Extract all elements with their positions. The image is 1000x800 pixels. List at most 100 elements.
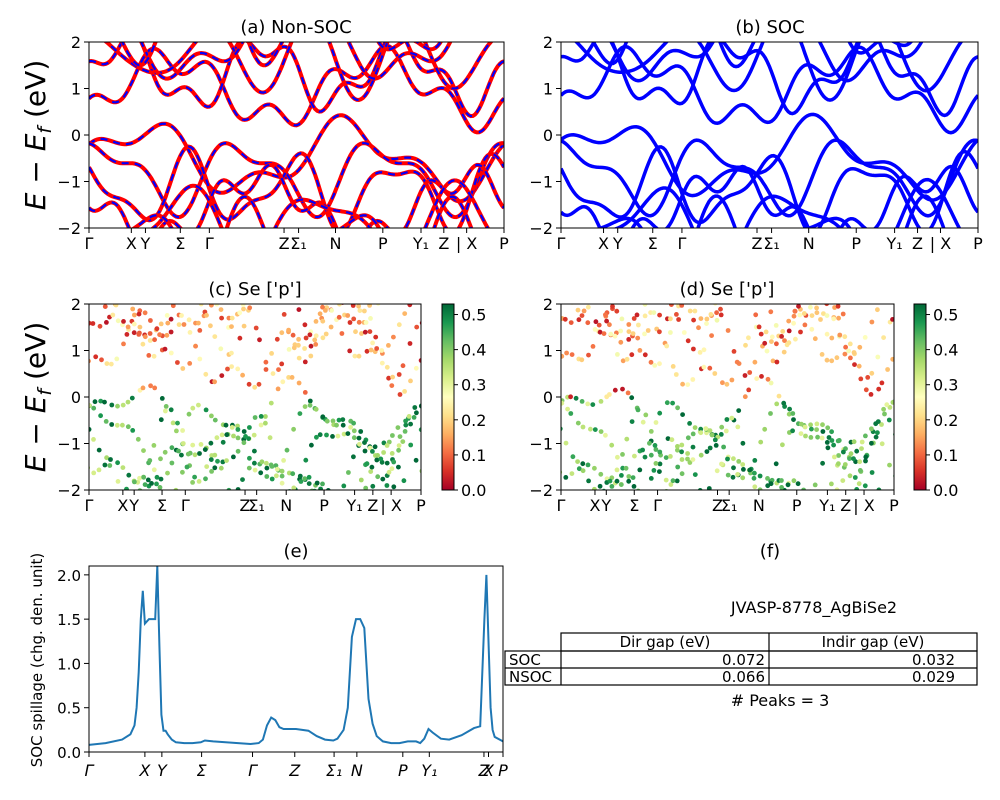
weight-point	[610, 304, 615, 309]
weight-point	[814, 305, 819, 311]
weight-point	[809, 426, 814, 432]
weight-point	[596, 322, 602, 328]
x-tick-label: Z	[477, 761, 490, 780]
weight-point	[879, 441, 885, 447]
weight-point	[279, 480, 285, 486]
weight-point	[618, 328, 623, 334]
weight-point	[598, 399, 604, 404]
weight-point	[879, 422, 884, 427]
weight-point	[241, 429, 247, 434]
y-tick-label: 2	[71, 295, 81, 314]
weight-point	[215, 458, 220, 464]
weight-point	[252, 467, 258, 473]
weight-point	[592, 465, 597, 471]
weight-point	[147, 338, 153, 343]
x-tick-label: X	[598, 234, 609, 253]
weight-point	[252, 415, 258, 420]
weight-point	[786, 318, 792, 324]
weight-point	[609, 484, 615, 489]
weight-point	[396, 322, 402, 328]
weight-point	[703, 426, 709, 431]
weight-point	[568, 411, 574, 416]
weight-point	[225, 366, 230, 372]
weight-point	[768, 380, 774, 386]
weight-point	[714, 468, 720, 474]
weight-point	[313, 406, 319, 412]
weight-point	[203, 371, 209, 377]
weight-point	[212, 465, 218, 471]
weight-point	[280, 379, 286, 385]
weight-point	[403, 422, 409, 428]
weight-point	[586, 352, 591, 358]
weight-point	[824, 304, 830, 307]
weight-point	[235, 448, 241, 454]
weight-point	[246, 465, 252, 471]
weight-point	[92, 399, 98, 405]
weight-point	[674, 312, 679, 317]
weight-point	[725, 472, 731, 478]
band-soc-blue	[561, 145, 978, 228]
data-layer	[88, 42, 978, 746]
weight-point	[353, 329, 358, 335]
band-soc-blue	[591, 42, 914, 69]
weight-point	[357, 308, 363, 313]
weight-point	[585, 320, 591, 326]
weight-point	[125, 424, 131, 430]
weight-point	[581, 308, 587, 314]
weight-point	[884, 402, 890, 408]
weight-point	[380, 476, 386, 482]
weight-point	[836, 461, 841, 467]
weight-point	[368, 469, 374, 474]
colorbar-tick-label: 0.0	[461, 481, 486, 500]
weight-point	[819, 352, 825, 357]
weight-point	[317, 432, 323, 438]
weight-point	[863, 387, 869, 393]
weight-point	[386, 469, 392, 475]
x-tick-label: Y₁	[421, 761, 437, 780]
y-tick-label: −1	[529, 435, 553, 454]
weight-point	[279, 361, 285, 367]
weight-point	[836, 453, 841, 458]
weight-point	[132, 312, 137, 318]
x-tick-label: P	[398, 761, 408, 780]
weight-point	[229, 315, 235, 321]
weight-point	[306, 481, 312, 486]
weight-point	[418, 427, 421, 433]
x-tick-label: X	[482, 761, 495, 780]
weight-point	[836, 438, 842, 443]
weight-point	[851, 350, 857, 355]
weight-point	[165, 320, 171, 326]
weight-point	[819, 435, 825, 441]
weight-point	[142, 310, 148, 316]
weight-point	[411, 415, 417, 420]
x-tick-label: Z	[840, 496, 851, 515]
weight-point	[854, 448, 860, 454]
weight-point	[135, 436, 141, 442]
weight-point	[142, 482, 148, 487]
weight-point	[136, 311, 142, 317]
x-tick-label: P	[792, 496, 802, 515]
weight-point	[752, 470, 757, 476]
weight-point	[875, 354, 881, 360]
weight-point	[269, 476, 275, 482]
weight-point	[718, 312, 724, 318]
y-tick-label: 1.5	[57, 611, 81, 629]
weight-point	[196, 479, 202, 484]
weight-point	[618, 482, 624, 487]
weight-point	[708, 312, 714, 317]
x-tick-label: Σ	[648, 234, 658, 253]
weight-point	[698, 452, 704, 458]
weight-point	[296, 342, 301, 348]
x-tick-label: | X	[456, 234, 477, 253]
weight-point	[626, 329, 632, 334]
weight-point	[351, 435, 357, 441]
weight-point	[736, 459, 742, 464]
weight-point	[231, 454, 236, 460]
weight-point	[712, 437, 718, 443]
table-row-soc-dir: 0.072	[722, 651, 765, 669]
weight-point	[302, 476, 308, 482]
weight-point	[214, 304, 220, 307]
weight-point	[170, 420, 176, 426]
weight-point	[863, 433, 868, 439]
weight-point	[241, 323, 247, 329]
